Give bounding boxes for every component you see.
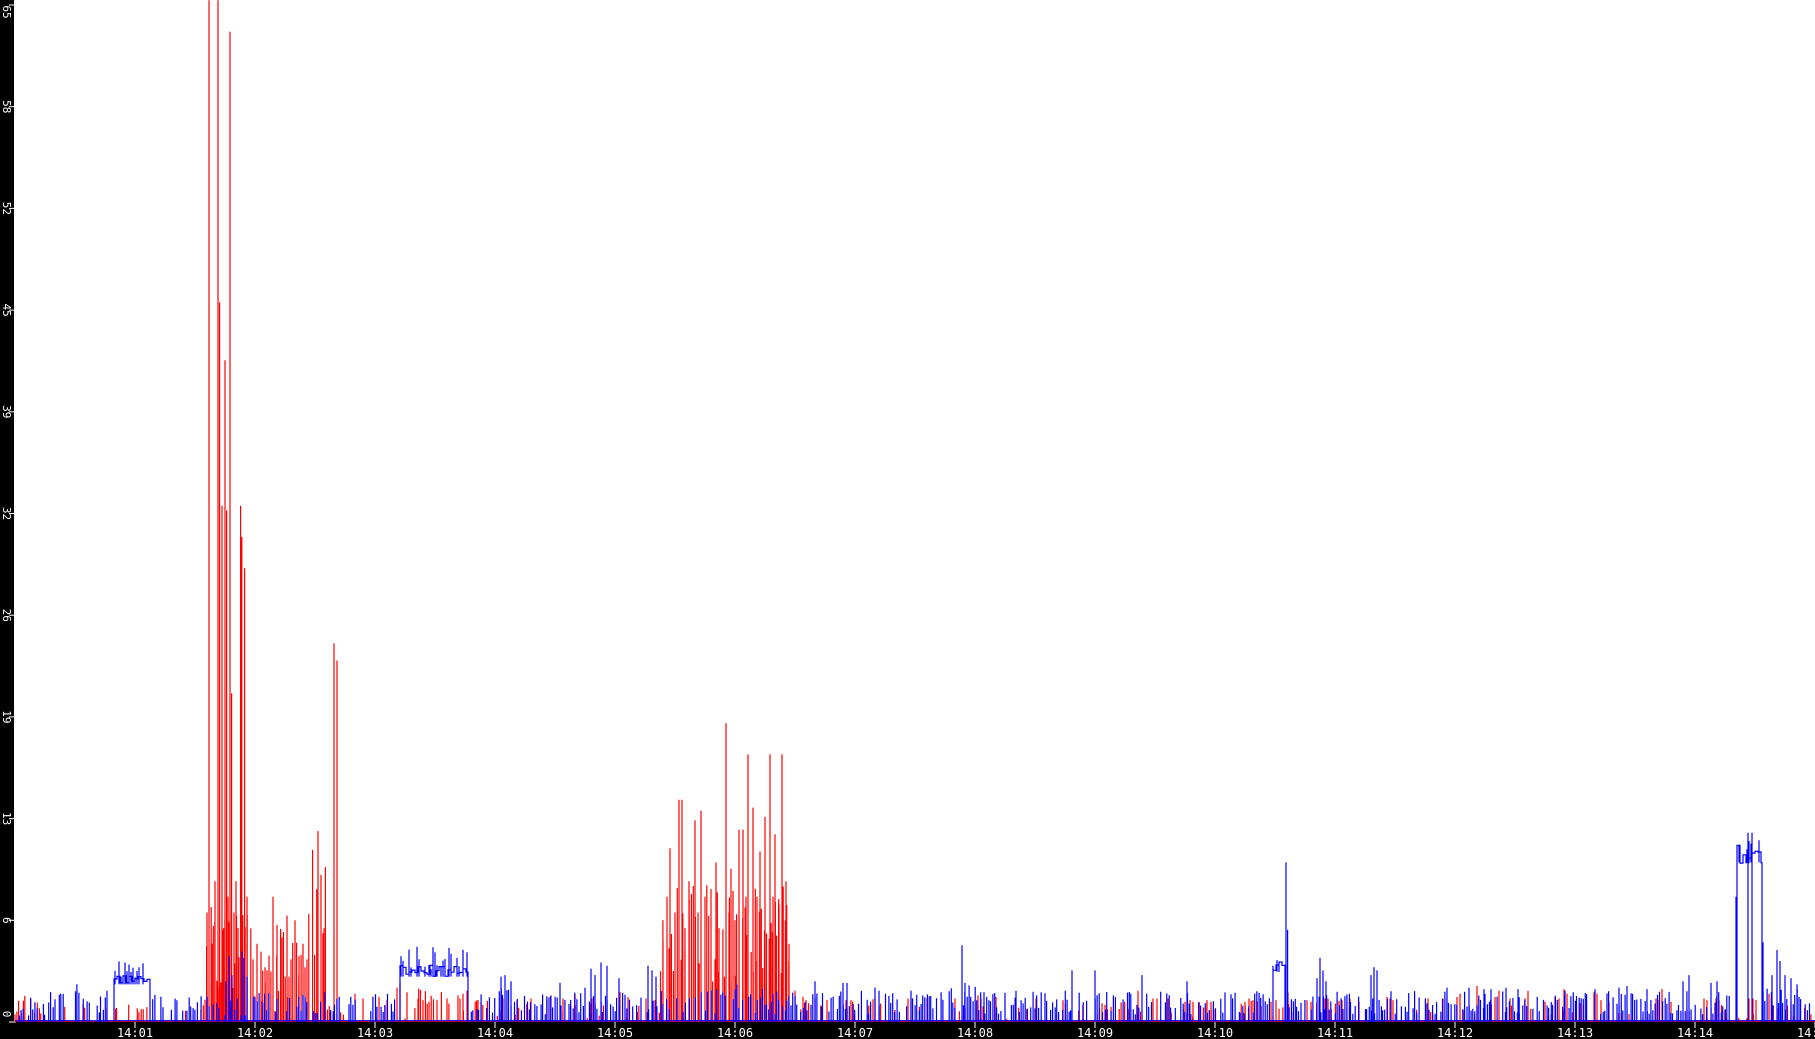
x-tick-label: 14:11 [1317,1026,1353,1039]
y-tick-label: 0 [0,1011,13,1018]
x-tick-label: 14:09 [1077,1026,1113,1039]
x-tick-label: 14:15 [1797,1026,1815,1039]
y-tick-label: 26 [0,609,13,622]
y-tick-label: 32 [0,507,13,520]
x-tick-label: 14:10 [1197,1026,1233,1039]
x-tick-label: 14:05 [597,1026,633,1039]
x-tick-label: 14:03 [357,1026,393,1039]
x-tick-label: 14:01 [117,1026,153,1039]
x-tick-label: 14:08 [957,1026,993,1039]
red-series-path [14,0,1815,1022]
y-tick-label: 45 [0,303,13,316]
y-tick-label: 13 [0,812,13,825]
y-tick-label: 52 [0,202,13,215]
x-tick-label: 14:14 [1677,1026,1713,1039]
y-tick-label: 58 [0,100,13,113]
x-tick-label: 14:02 [237,1026,273,1039]
y-tick-label: 6 [0,917,13,924]
y-tick-label: 65 [0,5,13,18]
y-axis-strip [0,0,14,1039]
x-axis-strip [0,1022,1815,1039]
x-tick-label: 14:13 [1557,1026,1593,1039]
x-tick-label: 14:07 [837,1026,873,1039]
x-tick-label: 14:06 [717,1026,753,1039]
y-tick-label: 39 [0,405,13,418]
x-tick-label: 14:12 [1437,1026,1473,1039]
x-tick-label: 14:04 [477,1026,513,1039]
y-tick-label: 19 [0,710,13,723]
blue-series-path [15,832,1815,1022]
